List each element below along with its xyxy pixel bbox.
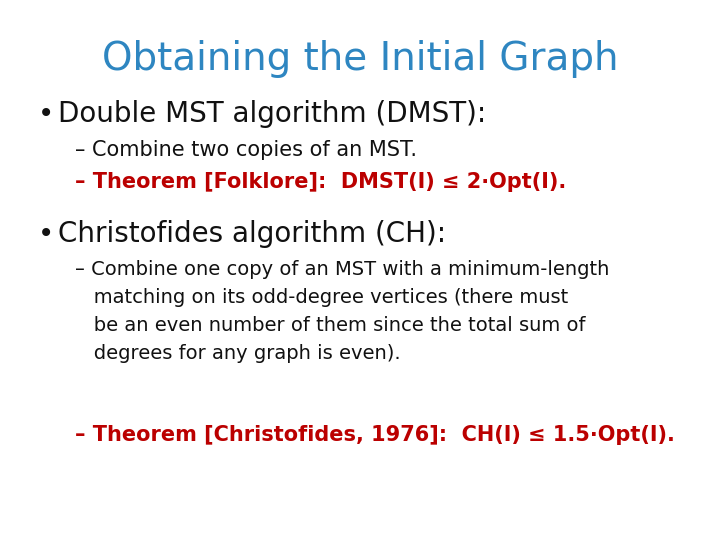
Text: – Theorem [Folklore]:  DMST(I) ≤ 2·Opt(I).: – Theorem [Folklore]: DMST(I) ≤ 2·Opt(I)… [75,172,566,192]
Text: Christofides algorithm (CH):: Christofides algorithm (CH): [58,220,446,248]
Text: – Theorem [Christofides, 1976]:  CH(I) ≤ 1.5·Opt(I).: – Theorem [Christofides, 1976]: CH(I) ≤ … [75,425,675,445]
Text: Double MST algorithm (DMST):: Double MST algorithm (DMST): [58,100,486,128]
Text: •: • [38,100,54,128]
Text: – Combine two copies of an MST.: – Combine two copies of an MST. [75,140,417,160]
Text: Obtaining the Initial Graph: Obtaining the Initial Graph [102,40,618,78]
Text: – Combine one copy of an MST with a minimum-length
   matching on its odd-degree: – Combine one copy of an MST with a mini… [75,260,609,363]
Text: •: • [38,220,54,248]
